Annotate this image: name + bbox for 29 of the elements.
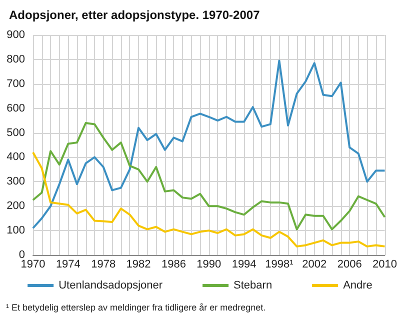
y-tick-label: 700 xyxy=(6,78,25,90)
y-tick-label: 300 xyxy=(6,176,25,188)
x-tick-label: 1990 xyxy=(196,258,222,270)
line-series xyxy=(32,60,386,230)
x-tick-label: 1986 xyxy=(161,258,186,270)
y-tick-label: 200 xyxy=(6,200,25,212)
y-tick-label: 500 xyxy=(6,126,25,139)
y-tick-label: 900 xyxy=(6,29,25,41)
x-tick-label: 1970 xyxy=(20,258,46,270)
line-series xyxy=(32,122,386,230)
x-tick-label: 1998¹ xyxy=(265,258,294,270)
text: ¹ Et betydelig etterslep av meldinger fra tidligere år er medregnet. xyxy=(6,302,266,312)
chart-title: Adopsjoner, etter adopsjonstype. 1970-2007 xyxy=(9,8,260,22)
x-tick-label: 1978 xyxy=(91,258,116,270)
x-tick-label: 1994 xyxy=(232,258,256,270)
y-tick-label: 800 xyxy=(6,53,25,66)
legend-label: Stebarn xyxy=(234,280,272,292)
x-tick-label: 2006 xyxy=(337,258,362,270)
legend-label: Utenlandsadopsjoner xyxy=(58,280,163,292)
legend-label: Andre xyxy=(343,280,372,292)
y-tick-label: 600 xyxy=(6,102,25,114)
y-tick-label: 100 xyxy=(6,224,25,237)
y-tick-label: 0 xyxy=(18,249,25,261)
x-tick-label: 2010 xyxy=(372,258,398,270)
x-tick-label: 1974 xyxy=(56,258,80,270)
y-tick-label: 400 xyxy=(6,151,25,164)
x-tick-label: 2002 xyxy=(302,258,327,270)
x-tick-label: 1982 xyxy=(126,258,151,270)
line-series xyxy=(32,151,386,248)
